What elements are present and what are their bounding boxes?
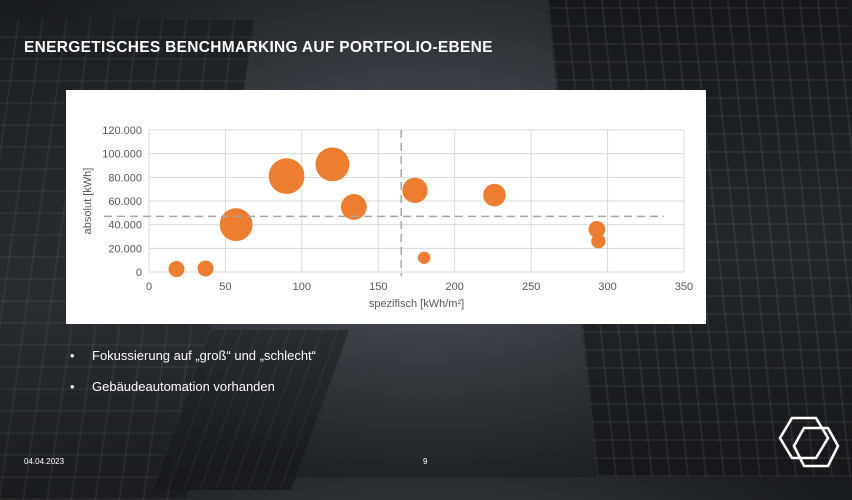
company-logo-icon (778, 416, 840, 468)
slide-title: ENERGETISCHES BENCHMARKING AUF PORTFOLIO… (24, 39, 493, 56)
x-axis-label: spezifisch [kWh/m²] (369, 298, 464, 310)
bubble-chart: 0 20.000 40.000 60.000 80.000 100.000 120.000 0… (82, 125, 693, 310)
x-tick-label: 250 (522, 281, 540, 293)
x-tick-label: 150 (369, 281, 387, 293)
x-tick-label: 50 (219, 281, 231, 293)
bullet-symbol: • (70, 379, 75, 394)
y-tick-label: 0 (136, 267, 142, 279)
bubble-point (483, 183, 506, 207)
bubble-point (197, 260, 214, 277)
x-tick-label: 200 (446, 281, 464, 293)
x-tick-label: 100 (293, 281, 311, 293)
bubble-point (168, 261, 185, 278)
bubble-point (402, 177, 428, 203)
bubble-point (268, 158, 305, 195)
x-tick-label: 0 (146, 281, 152, 293)
x-tick-label: 350 (675, 281, 693, 293)
y-tick-label: 100.000 (102, 149, 142, 161)
bullet-item: • Fokussierung auf „groß“ und „schlecht“ (70, 348, 316, 364)
bullet-text: Gebäudeautomation vorhanden (92, 379, 275, 394)
y-tick-label: 40.000 (108, 220, 142, 232)
page-number: 9 (423, 457, 428, 466)
y-tick-label: 80.000 (108, 172, 142, 184)
bubble-point (340, 194, 367, 220)
bubble-point (315, 147, 350, 182)
bubble-point (588, 221, 606, 238)
y-tick-label: 20.000 (108, 243, 142, 255)
bullet-list: • Fokussierung auf „groß“ und „schlecht“… (70, 348, 316, 410)
bullet-text: Fokussierung auf „groß“ und „schlecht“ (92, 348, 316, 363)
footer-date: 04.04.2023 (24, 457, 65, 466)
bubble-chart-panel: 0 20.000 40.000 60.000 80.000 100.000 120.000 0… (66, 90, 706, 324)
y-tick-label: 120.000 (102, 125, 142, 137)
y-axis-label: absolut [kWh] (82, 168, 94, 235)
bubble-point (417, 251, 431, 264)
bubble-point (591, 234, 606, 249)
bullet-symbol: • (70, 348, 75, 363)
bubble-point (219, 208, 253, 242)
bullet-item: • Gebäudeautomation vorhanden (70, 379, 316, 395)
y-tick-label: 60.000 (108, 196, 142, 208)
x-tick-label: 300 (598, 281, 616, 293)
